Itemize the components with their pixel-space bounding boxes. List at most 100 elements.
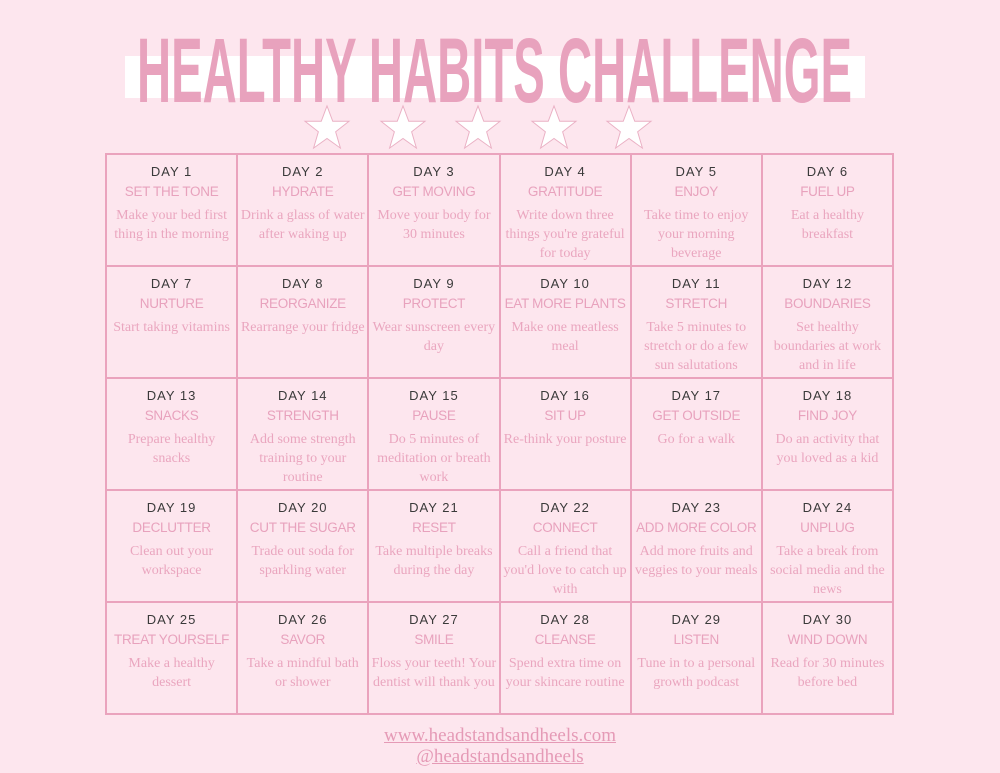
day-cell: DAY 23 ADD MORE COLOR Add more fruits an… [630,490,762,602]
day-label: DAY 21 [409,500,459,515]
habit-title: DECLUTTER [132,520,211,535]
habit-description: Take time to enjoy your morning beverage [644,208,749,261]
day-cell: DAY 25 TREAT YOURSELF Make a healthy des… [106,602,238,714]
day-label: DAY 27 [409,612,459,627]
day-label: DAY 24 [802,500,853,515]
habit-title: SAVOR [280,632,326,647]
day-label: DAY 6 [806,164,849,179]
title-highlight [125,56,865,98]
habit-description: Add more fruits and veggies to your meal… [635,544,758,578]
day-label: DAY 5 [675,164,717,179]
habit-title: FUEL UP [800,184,855,199]
day-label: DAY 4 [544,164,586,179]
footer: www.headstandsandheels.com @headstandsan… [0,725,1000,767]
day-cell: DAY 4 GRATITUDE Write down three things … [499,154,631,266]
habit-description: Rearrange your fridge [240,320,365,335]
day-label: DAY 12 [802,276,853,291]
habit-description: Drink a glass of water after waking up [240,208,365,242]
habit-description: Take a mindful bath or shower [246,656,359,690]
day-cell: DAY 19 DECLUTTER Clean out your workspac… [106,490,238,602]
habit-title: FIND JOY [797,408,857,423]
habit-description: Take multiple breaks during the day [375,544,493,578]
day-cell: DAY 14 STRENGTH Add some strength traini… [237,378,369,490]
habit-description: Spend extra time on your skincare routin… [505,656,625,690]
day-label: DAY 10 [540,276,590,291]
day-cell: DAY 30 WIND DOWN Read for 30 minutes bef… [761,602,893,714]
day-label: DAY 15 [409,388,459,403]
habit-description: Go for a walk [657,432,735,447]
star-icon [379,104,426,150]
habit-description: Tune in to a personal growth podcast [637,656,756,690]
day-cell: DAY 22 CONNECT Call a friend that you'd … [499,490,631,602]
page-title: HEALTHY HABITS CHALLENGE [137,22,852,106]
habit-title: REORGANIZE [259,296,347,311]
habit-title: SNACKS [144,408,199,423]
day-label: DAY 20 [277,500,328,515]
habit-description: Clean out your workspace [129,544,214,578]
habit-description: Add some strength training to your routi… [249,432,356,485]
day-cell: DAY 29 LISTEN Tune in to a personal grow… [630,602,762,714]
habit-description: Take 5 minutes to stretch or do a few su… [644,320,749,373]
day-label: DAY 7 [150,276,193,291]
habit-title: STRETCH [665,296,728,311]
day-cell: DAY 1 SET THE TONE Make your bed first t… [106,154,238,266]
day-label: DAY 22 [540,500,590,515]
day-cell: DAY 2 HYDRATE Drink a glass of water aft… [237,154,369,266]
day-label: DAY 26 [277,612,328,627]
habit-title: STRENGTH [266,408,339,423]
day-cell: DAY 15 PAUSE Do 5 minutes of meditation … [368,378,500,490]
habit-title: SIT UP [544,408,586,423]
habit-title: PROTECT [402,296,466,311]
habit-description: Do an activity that you loved as a kid [775,432,880,466]
day-cell: DAY 26 SAVOR Take a mindful bath or show… [237,602,369,714]
challenge-calendar: DAY 1 SET THE TONE Make your bed first t… [105,153,894,715]
day-label: DAY 29 [671,612,722,627]
habit-title: CONNECT [532,520,598,535]
day-label: DAY 18 [802,388,853,403]
habit-description: Trade out soda for sparkling water [251,544,354,578]
habit-description: Wear sunscreen every day [372,320,496,354]
habit-description: Floss your teeth! Your dentist will than… [371,656,497,690]
habit-title: ADD MORE COLOR [636,520,757,535]
day-label: DAY 28 [540,612,590,627]
habit-title: WIND DOWN [787,632,868,647]
day-cell: DAY 20 CUT THE SUGAR Trade out soda for … [237,490,369,602]
day-cell: DAY 16 SIT UP Re-think your posture [499,378,631,490]
day-label: DAY 13 [146,388,197,403]
star-icon [454,104,502,150]
day-cell: DAY 24 UNPLUG Take a break from social m… [761,490,893,602]
day-cell: DAY 7 NURTURE Start taking vitamins [106,266,238,378]
day-label: DAY 11 [671,276,721,291]
habit-title: LISTEN [673,632,720,647]
day-cell: DAY 6 FUEL UP Eat a healthy breakfast [761,154,893,266]
habit-title: PAUSE [412,408,456,423]
day-label: DAY 16 [540,388,590,403]
habit-description: Do 5 minutes of meditation or breath wor… [377,432,491,485]
habit-description: Take a break from social media and the n… [770,544,885,597]
day-cell: DAY 3 GET MOVING Move your body for 30 m… [368,154,500,266]
day-cell: DAY 28 CLEANSE Spend extra time on your … [499,602,631,714]
habit-description: Make one meatless meal [511,320,619,354]
star-icon [303,104,351,150]
habit-title: SMILE [414,632,454,647]
habit-title: UNPLUG [800,520,855,535]
habit-description: Make a healthy dessert [128,656,215,690]
habit-description: Eat a healthy breakfast [790,208,864,242]
day-label: DAY 19 [146,500,197,515]
day-cell: DAY 8 REORGANIZE Rearrange your fridge [237,266,369,378]
habit-title: HYDRATE [272,184,334,199]
day-label: DAY 3 [413,164,455,179]
habit-description: Write down three things you're grateful … [505,208,625,261]
habit-description: Prepare healthy snacks [127,432,216,466]
website-link[interactable]: www.headstandsandheels.com [384,725,616,746]
habit-title: GRATITUDE [527,184,603,199]
habit-title: NURTURE [139,296,204,311]
star-icon [530,104,577,150]
day-label: DAY 30 [802,612,853,627]
habit-title: TREAT YOURSELF [114,632,230,647]
day-label: DAY 14 [277,388,328,403]
day-cell: DAY 11 STRETCH Take 5 minutes to stretch… [630,266,762,378]
day-cell: DAY 9 PROTECT Wear sunscreen every day [368,266,500,378]
social-handle-link[interactable]: @headstandsandheels [416,746,584,767]
habit-title: GET OUTSIDE [652,408,741,423]
